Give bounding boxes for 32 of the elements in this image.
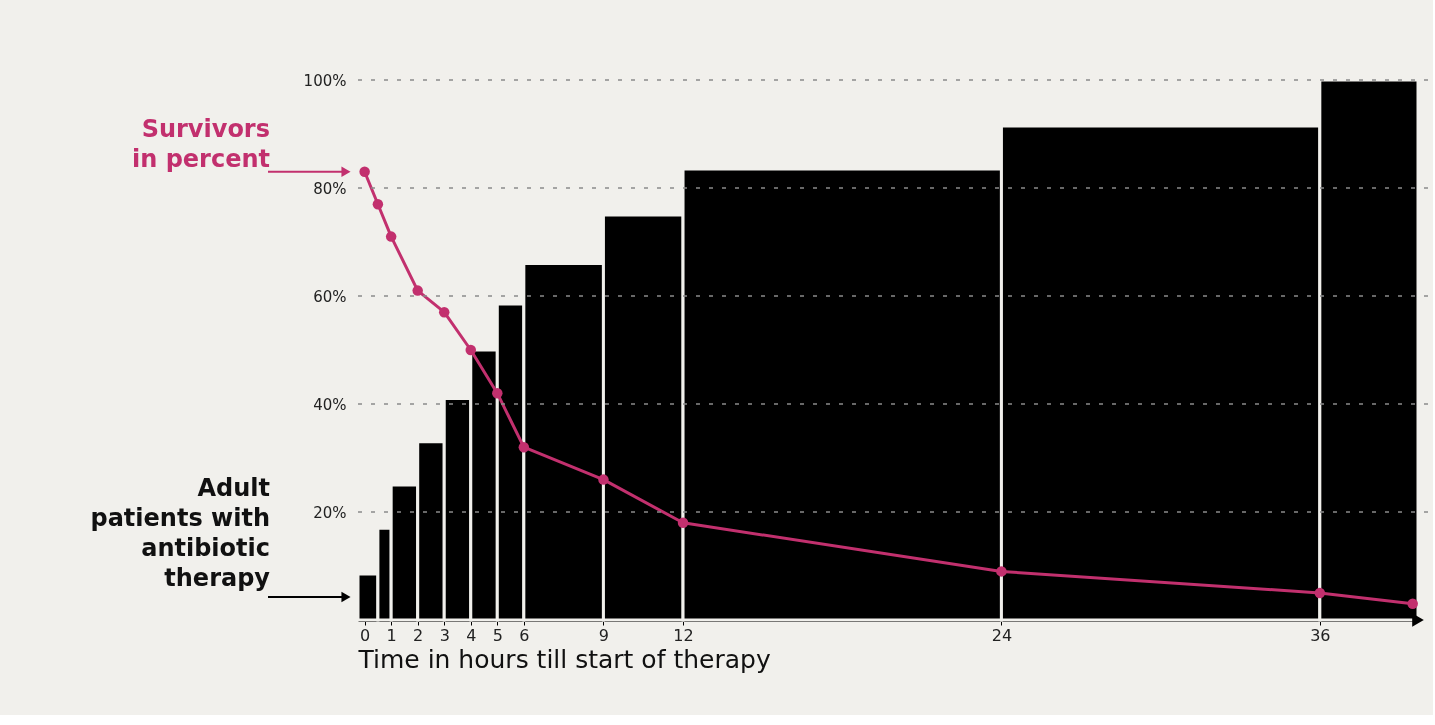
x-tick-label: 0 [360,625,371,645]
x-tick-label: 9 [598,625,610,645]
text: Adult patients with antibiotic therapy [90,474,271,593]
point [518,441,530,453]
point [598,474,609,485]
y-tick-label: 80% [313,179,347,198]
x-tick-label: 3 [439,625,450,645]
y-tick-label: 100% [303,71,347,90]
y-tick-label: 40% [313,395,347,414]
point [1314,587,1326,599]
point [996,566,1007,577]
point [359,166,370,178]
x-tick-label: 12 [673,625,694,645]
x-tick-label: 24 [991,625,1013,645]
point [677,517,689,529]
y-tick-label: 60% [313,287,347,306]
x-tick-label: 2 [413,625,424,645]
point [372,198,384,210]
point [385,231,397,242]
x-tick-label: 36 [1310,625,1331,645]
x-tick-label: 4 [466,625,477,645]
x-tick-label: 5 [492,625,503,645]
point [465,344,477,356]
x-axis-title: Time in hours till start of therapy [357,644,771,674]
point [412,285,423,296]
x-tick-label: 6 [519,625,530,645]
point [1407,598,1418,610]
point [492,387,503,399]
text: Survivors in percent [131,114,270,173]
point [438,306,450,318]
x-tick-label: 1 [386,625,397,645]
y-tick-label: 20% [313,503,347,522]
